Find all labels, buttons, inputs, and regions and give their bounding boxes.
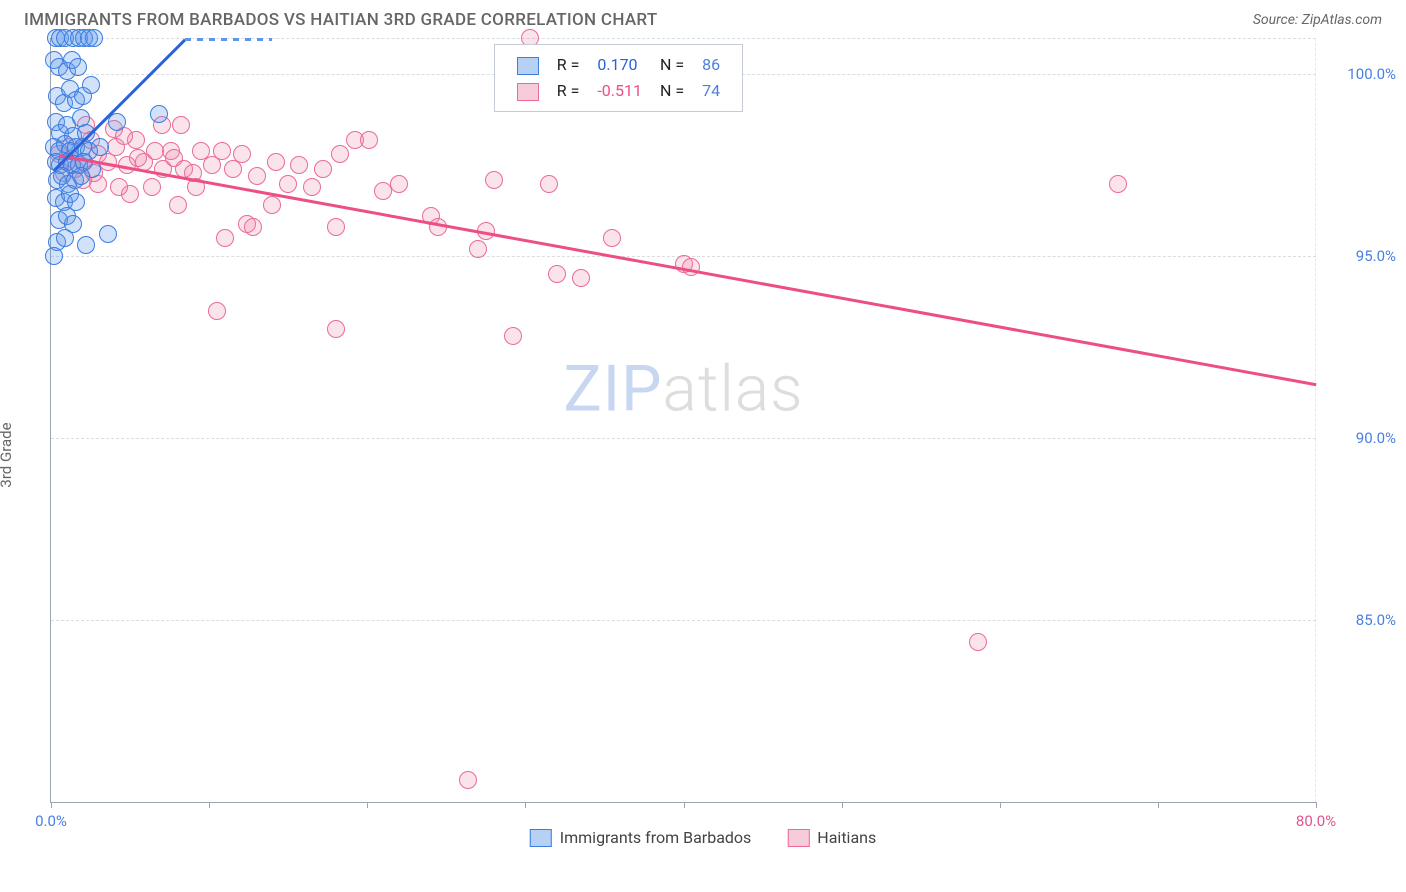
data-point-pink: [459, 771, 477, 789]
data-point-pink: [548, 265, 566, 283]
data-point-pink: [429, 218, 447, 236]
data-point-pink: [290, 156, 308, 174]
xtick: [842, 802, 843, 808]
watermark-atlas: atlas: [663, 352, 804, 427]
data-point-blue: [85, 29, 103, 47]
legend-correlation: R =0.170N =86 R =-0.511N =74: [494, 44, 743, 112]
trend-line-pink: [59, 154, 1317, 386]
data-point-pink: [360, 131, 378, 149]
data-point-blue: [150, 105, 168, 123]
legend-swatch-blue: [530, 829, 552, 847]
data-point-pink: [327, 218, 345, 236]
gridline-h: [51, 620, 1316, 621]
xtick: [1158, 802, 1159, 808]
data-point-pink: [213, 142, 231, 160]
data-point-pink: [331, 145, 349, 163]
data-point-pink: [327, 320, 345, 338]
xtick-label: 80.0%: [1296, 812, 1336, 830]
legend-item-pink: Haitians: [787, 828, 876, 847]
data-point-pink: [143, 178, 161, 196]
legend-r-value: -0.511: [589, 79, 650, 103]
plot-region: ZIPatlas 85.0%90.0%95.0%100.0%0.0%80.0%R…: [50, 38, 1316, 803]
xtick: [367, 802, 368, 808]
watermark-zip: ZIP: [563, 352, 662, 427]
data-point-pink: [572, 269, 590, 287]
data-point-blue: [77, 236, 95, 254]
xtick: [684, 802, 685, 808]
data-point-blue: [99, 225, 117, 243]
gridline-h: [51, 438, 1316, 439]
data-point-pink: [129, 149, 147, 167]
data-point-pink: [390, 175, 408, 193]
legend-label: Immigrants from Barbados: [560, 828, 752, 847]
legend-r-label: R =: [549, 79, 588, 103]
data-point-pink: [244, 218, 262, 236]
data-point-blue: [108, 113, 126, 131]
trend-line-blue-dash: [185, 38, 272, 41]
data-point-pink: [216, 229, 234, 247]
data-point-pink: [969, 633, 987, 651]
data-point-pink: [1109, 175, 1127, 193]
ytick-label: 85.0%: [1326, 611, 1396, 629]
data-point-blue: [72, 167, 90, 185]
data-point-pink: [263, 196, 281, 214]
legend-swatch-pink: [517, 83, 539, 101]
data-point-blue: [69, 58, 87, 76]
data-point-pink: [248, 167, 266, 185]
source-attribution: Source: ZipAtlas.com: [1253, 12, 1382, 28]
data-point-pink: [233, 145, 251, 163]
chart-area: 3rd Grade ZIPatlas 85.0%90.0%95.0%100.0%…: [0, 38, 1406, 853]
data-point-pink: [172, 116, 190, 134]
data-point-pink: [165, 149, 183, 167]
legend-label: Haitians: [817, 828, 876, 847]
data-point-pink: [485, 171, 503, 189]
data-point-pink: [603, 229, 621, 247]
legend-swatch-blue: [517, 57, 539, 75]
legend-n-label: N =: [652, 53, 692, 77]
legend-n-label: N =: [652, 79, 692, 103]
legend-n-value: 74: [694, 79, 728, 103]
xtick: [525, 802, 526, 808]
chart-title: IMMIGRANTS FROM BARBADOS VS HAITIAN 3RD …: [24, 10, 658, 30]
data-point-pink: [469, 240, 487, 258]
data-point-blue: [56, 229, 74, 247]
legend-n-value: 86: [694, 53, 728, 77]
ytick-label: 95.0%: [1326, 247, 1396, 265]
xtick-label: 0.0%: [35, 812, 67, 830]
data-point-pink: [110, 178, 128, 196]
legend-r-value: 0.170: [589, 53, 650, 77]
plot-border-right: [1315, 38, 1316, 802]
legend-item-blue: Immigrants from Barbados: [530, 828, 752, 847]
xtick: [209, 802, 210, 808]
xtick: [51, 802, 52, 808]
data-point-blue: [91, 138, 109, 156]
xtick: [1000, 802, 1001, 808]
watermark: ZIPatlas: [563, 352, 803, 427]
data-point-pink: [314, 160, 332, 178]
ytick-label: 90.0%: [1326, 429, 1396, 447]
data-point-pink: [303, 178, 321, 196]
data-point-blue: [82, 76, 100, 94]
data-point-pink: [279, 175, 297, 193]
y-axis-label: 3rd Grade: [0, 422, 15, 487]
data-point-blue: [45, 247, 63, 265]
data-point-pink: [267, 153, 285, 171]
data-point-pink: [169, 196, 187, 214]
header: IMMIGRANTS FROM BARBADOS VS HAITIAN 3RD …: [0, 0, 1406, 38]
data-point-pink: [208, 302, 226, 320]
data-point-pink: [504, 327, 522, 345]
source-prefix: Source:: [1253, 12, 1302, 28]
xtick: [1316, 802, 1317, 808]
data-point-pink: [540, 175, 558, 193]
legend-r-label: R =: [549, 53, 588, 77]
legend-bottom: Immigrants from Barbados Haitians: [530, 828, 876, 847]
source-name: ZipAtlas.com: [1302, 12, 1382, 28]
ytick-label: 100.0%: [1326, 65, 1396, 83]
legend-swatch-pink: [787, 829, 809, 847]
